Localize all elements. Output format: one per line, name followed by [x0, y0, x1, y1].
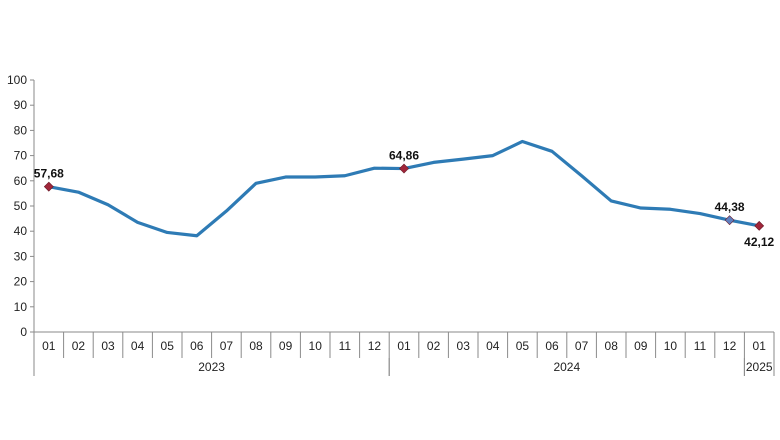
year-group-label: 2024 [553, 360, 580, 374]
x-tick-label: 11 [694, 339, 707, 353]
x-tick-label: 12 [368, 339, 382, 353]
y-tick-label: 50 [14, 199, 28, 213]
x-tick-label: 05 [516, 339, 530, 353]
markers: 57,68 64,86 44,38 42,12 [34, 149, 775, 249]
data-label: 64,86 [389, 149, 419, 163]
data-point-marker [43, 181, 54, 192]
y-tick-label: 100 [7, 73, 27, 87]
x-tick-label: 03 [457, 339, 471, 353]
x-tick-label: 08 [605, 339, 619, 353]
year-group-label: 2025 [746, 360, 773, 374]
x-tick-label: 06 [190, 339, 204, 353]
x-tick-label: 02 [427, 339, 441, 353]
x-tick-label: 10 [309, 339, 323, 353]
y-tick-label: 90 [14, 98, 28, 112]
x-tick-label: 12 [723, 339, 737, 353]
data-point-marker [399, 163, 409, 174]
y-tick-label: 40 [14, 224, 28, 238]
data-label: 57,68 [34, 167, 64, 181]
x-tick-label: 01 [42, 339, 56, 353]
x-tick-label: 07 [220, 339, 234, 353]
x-tick-label: 01 [753, 339, 767, 353]
y-tick-label: 60 [14, 174, 28, 188]
y-tick-label: 70 [14, 149, 28, 163]
x-tick-label: 07 [575, 339, 589, 353]
data-label: 42,12 [744, 235, 774, 249]
x-tick-label: 11 [339, 339, 352, 353]
x-tick-label: 10 [664, 339, 678, 353]
year-group-label: 2023 [198, 360, 225, 374]
x-tick-label: 08 [249, 339, 263, 353]
x-tick-label: 01 [397, 339, 411, 353]
y-tick-label: 30 [14, 249, 28, 263]
data-label: 44,38 [715, 200, 745, 214]
data-point-marker [724, 215, 735, 226]
y-tick-label: 0 [20, 325, 27, 339]
x-tick-label: 05 [161, 339, 175, 353]
x-tick-label: 04 [486, 339, 500, 353]
x-tick-label: 02 [72, 339, 86, 353]
x-tick-label: 04 [131, 339, 145, 353]
data-point-marker [754, 220, 765, 231]
y-tick-label: 80 [14, 123, 28, 137]
y-tick-label: 10 [14, 300, 28, 314]
x-tick-label: 03 [101, 339, 115, 353]
y-tick-label: 20 [14, 275, 28, 289]
x-tick-label: 09 [279, 339, 293, 353]
x-tick-label: 09 [634, 339, 648, 353]
x-tick-label: 06 [545, 339, 559, 353]
